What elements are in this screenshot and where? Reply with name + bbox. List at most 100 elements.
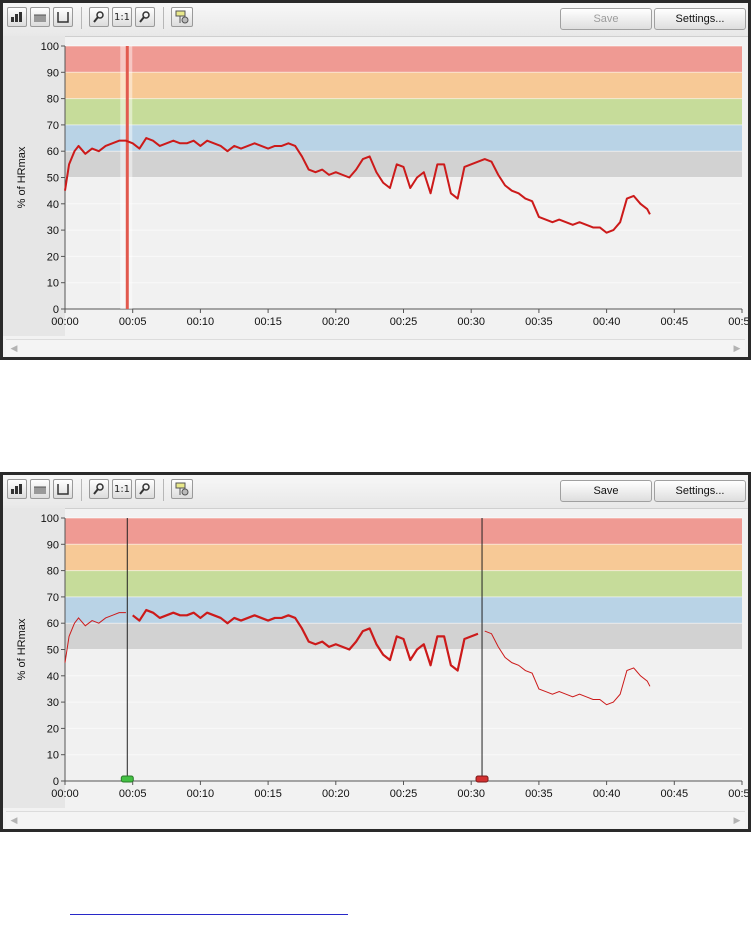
horizontal-scrollbar[interactable]: ◀ ▶ <box>6 339 745 356</box>
y-axis-label: % of HRmax <box>16 146 28 208</box>
y-tick-label: 100 <box>41 513 59 525</box>
area-chart-icon[interactable] <box>30 479 50 499</box>
y-tick-label: 90 <box>47 67 59 79</box>
zoom-reset-label: 1:1 <box>113 11 131 23</box>
y-tick-label: 20 <box>47 251 59 263</box>
toolbar-separator <box>81 7 82 29</box>
chart-toolbar: 1:1 Save Settings... <box>3 3 748 37</box>
hr-series-line <box>64 137 651 234</box>
hr-zone-band <box>65 518 742 545</box>
y-tick-label: 100 <box>41 41 59 53</box>
x-tick-label: 00:50 <box>728 788 748 800</box>
y-tick-label: 30 <box>47 225 59 237</box>
save-button-label: Save <box>593 485 619 497</box>
x-tick-label: 00:05 <box>119 788 147 800</box>
x-tick-label: 00:35 <box>525 316 553 328</box>
bar-chart-icon[interactable] <box>7 7 27 27</box>
hr-zone-band <box>65 151 742 178</box>
y-tick-label: 10 <box>47 750 59 762</box>
x-tick-label: 00:35 <box>525 788 553 800</box>
marker-tool-icon[interactable] <box>171 7 193 27</box>
y-tick-label: 70 <box>47 592 59 604</box>
hr-zone-band <box>65 596 742 624</box>
zoom-reset-label: 1:1 <box>113 483 131 495</box>
hr-zone-band <box>65 124 742 152</box>
hr-zone-band <box>65 570 742 597</box>
x-tick-label: 00:10 <box>187 316 215 328</box>
x-tick-label: 00:20 <box>322 316 350 328</box>
hr-series-line-outside <box>64 612 126 663</box>
y-tick-label: 40 <box>47 671 59 683</box>
x-tick-label: 00:20 <box>322 788 350 800</box>
area-chart-icon[interactable] <box>30 7 50 27</box>
scroll-right-icon[interactable]: ▶ <box>733 814 741 825</box>
hr-chart-panel-bottom: 1:1 Save Settings... 0 10 20 30 40 50 60 70 80 90… <box>0 472 751 832</box>
x-tick-label: 00:00 <box>51 316 79 328</box>
start-marker-handle[interactable] <box>120 775 134 783</box>
settings-button[interactable]: Settings... <box>654 480 746 502</box>
zoom-reset-button[interactable]: 1:1 <box>112 479 132 499</box>
bracket-icon[interactable] <box>53 479 73 499</box>
toolbar-separator <box>81 479 82 501</box>
hr-chart-panel-top: 1:1 Save Settings... 0 10 20 30 40 50 60 70 80 90… <box>0 0 751 360</box>
y-axis-label: % of HRmax <box>16 618 28 680</box>
x-tick-label: 00:25 <box>390 788 418 800</box>
y-tick-label: 0 <box>53 776 59 788</box>
scroll-left-icon[interactable]: ◀ <box>10 814 18 825</box>
y-tick-label: 60 <box>47 618 59 630</box>
zoom-reset-button[interactable]: 1:1 <box>112 7 132 27</box>
x-tick-label: 00:10 <box>187 788 215 800</box>
hr-zone-band <box>65 72 742 99</box>
x-tick-label: 00:05 <box>119 316 147 328</box>
scroll-left-icon[interactable]: ◀ <box>10 342 18 353</box>
x-tick-label: 00:40 <box>593 316 621 328</box>
x-tick-label: 00:30 <box>457 316 485 328</box>
hr-chart-bottom[interactable]: 0 10 20 30 40 50 60 70 80 90 100 00:00 00:05 00:10 00:… <box>3 508 748 808</box>
x-tick-label: 00:45 <box>661 788 689 800</box>
y-tick-label: 10 <box>47 278 59 290</box>
y-tick-label: 60 <box>47 146 59 158</box>
settings-button[interactable]: Settings... <box>654 8 746 30</box>
settings-button-label: Settings... <box>675 13 725 25</box>
x-tick-label: 00:00 <box>51 788 79 800</box>
x-tick-label: 00:50 <box>728 316 748 328</box>
save-button[interactable]: Save <box>560 480 652 502</box>
axis-gutter <box>3 508 65 808</box>
x-tick-label: 00:25 <box>390 316 418 328</box>
save-button-label: Save <box>593 13 619 25</box>
hr-series-line-outside <box>484 630 651 706</box>
x-tick-label: 00:15 <box>254 788 282 800</box>
bar-chart-icon[interactable] <box>7 479 27 499</box>
marker-tool-icon[interactable] <box>171 479 193 499</box>
zoom-out-icon[interactable] <box>135 479 155 499</box>
y-tick-label: 80 <box>47 94 59 106</box>
bracket-icon[interactable] <box>53 7 73 27</box>
y-tick-label: 50 <box>47 645 59 657</box>
y-tick-label: 80 <box>47 566 59 578</box>
hr-chart-top[interactable]: 0 10 20 30 40 50 60 70 80 90 100 00:00 00:05 00:10 00:… <box>3 36 748 336</box>
hr-zone-band <box>65 544 742 571</box>
hr-series-line-selected <box>132 608 479 672</box>
link-underline[interactable] <box>70 914 348 915</box>
y-tick-label: 0 <box>53 304 59 316</box>
save-button[interactable]: Save <box>560 8 652 30</box>
chart-toolbar: 1:1 Save Settings... <box>3 475 748 509</box>
zoom-in-icon[interactable] <box>89 7 109 27</box>
settings-button-label: Settings... <box>675 485 725 497</box>
x-tick-label: 00:15 <box>254 316 282 328</box>
horizontal-scrollbar[interactable]: ◀ ▶ <box>6 811 745 828</box>
hr-zone-band <box>65 623 742 650</box>
y-tick-label: 20 <box>47 723 59 735</box>
x-tick-label: 00:40 <box>593 788 621 800</box>
toolbar-separator <box>163 7 164 29</box>
x-tick-label: 00:30 <box>457 788 485 800</box>
y-tick-label: 40 <box>47 199 59 211</box>
x-tick-label: 00:45 <box>661 316 689 328</box>
y-tick-label: 90 <box>47 539 59 551</box>
end-marker-handle[interactable] <box>475 775 489 783</box>
toolbar-separator <box>163 479 164 501</box>
y-tick-label: 70 <box>47 120 59 132</box>
zoom-in-icon[interactable] <box>89 479 109 499</box>
scroll-right-icon[interactable]: ▶ <box>733 342 741 353</box>
zoom-out-icon[interactable] <box>135 7 155 27</box>
